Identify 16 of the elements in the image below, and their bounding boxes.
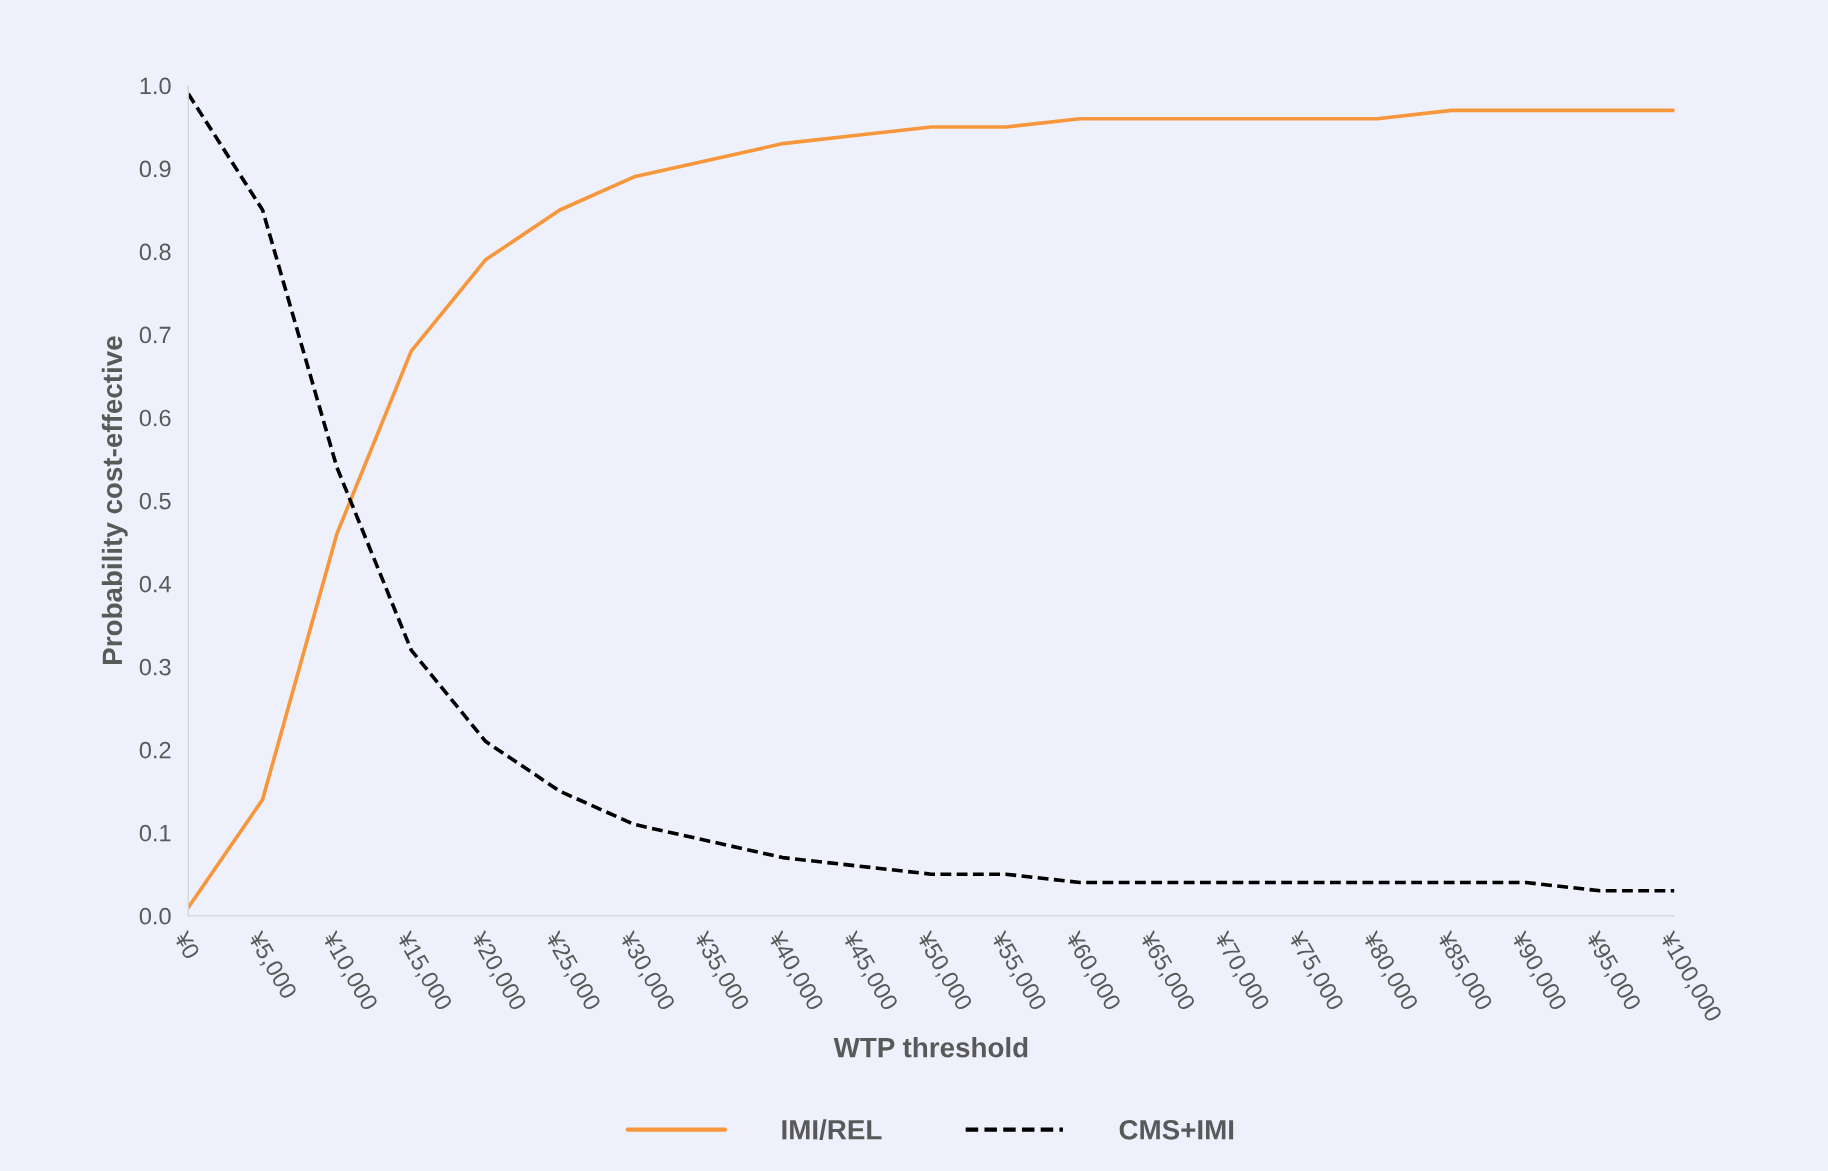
y-axis-title: Probability cost-effective [101, 336, 128, 664]
legend-label: CMS+IMI [1119, 1119, 1234, 1140]
legend-label: IMI/REL [782, 1119, 882, 1140]
y-tick-label: 0.0 [139, 907, 171, 925]
x-axis-title: WTP threshold [833, 1037, 1028, 1058]
y-tick-label: 0.3 [139, 658, 171, 676]
y-tick-label: 0.1 [139, 824, 171, 842]
y-tick-label: 0.5 [139, 492, 171, 510]
y-tick-label: 0.2 [139, 741, 171, 759]
y-tick-label: 1.0 [140, 77, 171, 95]
y-tick-label: 0.8 [139, 243, 171, 261]
y-tick-label: 0.7 [139, 326, 171, 344]
y-tick-label: 0.9 [139, 160, 171, 178]
y-tick-label: 0.4 [139, 575, 171, 593]
y-tick-label: 0.6 [139, 409, 171, 427]
x-tick-label: ¥0 [173, 929, 201, 961]
